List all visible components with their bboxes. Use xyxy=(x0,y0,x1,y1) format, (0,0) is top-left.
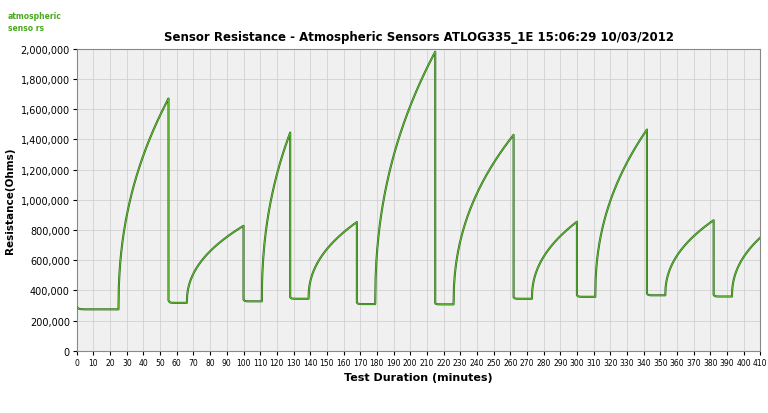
Title: Sensor Resistance - Atmospheric Sensors ATLOG335_1E 15:06:29 10/03/2012: Sensor Resistance - Atmospheric Sensors … xyxy=(164,31,674,44)
Text: atmospheric
senso rs: atmospheric senso rs xyxy=(8,12,61,33)
Y-axis label: Resistance(Ohms): Resistance(Ohms) xyxy=(5,147,15,254)
X-axis label: Test Duration (minutes): Test Duration (minutes) xyxy=(344,373,493,382)
